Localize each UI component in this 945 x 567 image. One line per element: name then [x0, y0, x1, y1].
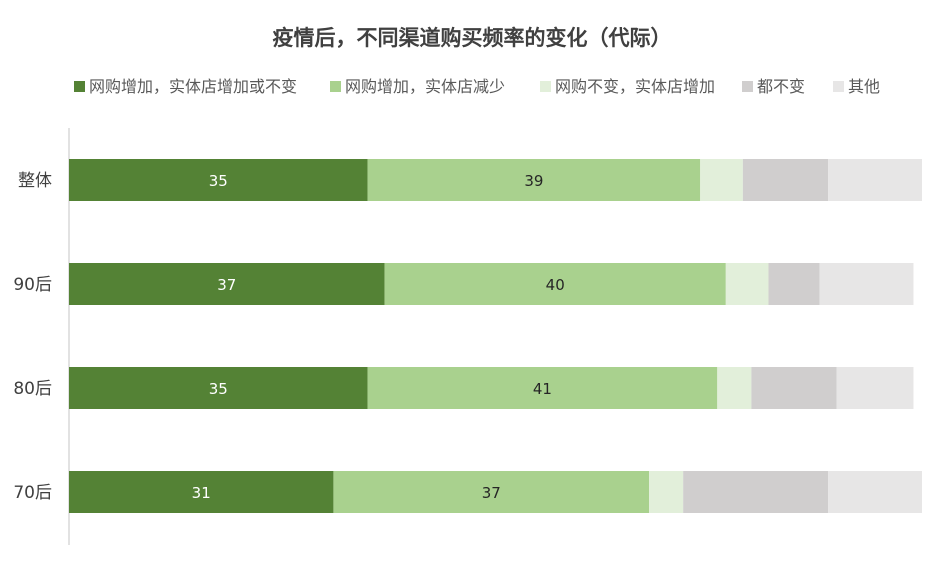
bar-segment	[828, 471, 922, 513]
bar-segment	[836, 367, 914, 409]
bar-segment	[384, 263, 726, 305]
legend: 网购增加，实体店增加或不变 网购增加，实体店减少 网购不变，实体店增加 都不变 其他	[74, 77, 880, 96]
bar-segment	[333, 471, 650, 513]
data-label: 35	[209, 172, 228, 190]
category-label: 70后	[13, 483, 52, 503]
category-labels: 整体 90后 80后 70后	[13, 171, 52, 503]
category-label: 80后	[13, 379, 52, 399]
data-label: 31	[192, 484, 211, 502]
legend-swatch	[74, 81, 85, 92]
bar-segment	[819, 263, 914, 305]
data-label: 35	[209, 380, 228, 398]
bar-segment	[367, 159, 701, 201]
bar-segment	[69, 263, 385, 305]
legend-swatch	[330, 81, 341, 92]
bar-segment	[367, 367, 718, 409]
legend-item: 网购增加，实体店减少	[330, 77, 505, 96]
legend-item: 都不变	[742, 77, 805, 96]
bar-segment	[768, 263, 820, 305]
legend-swatch	[540, 81, 551, 92]
bar-segment	[69, 367, 368, 409]
data-label: 40	[546, 276, 565, 294]
data-label: 39	[524, 172, 543, 190]
bar-segment	[828, 159, 922, 201]
legend-label: 网购增加，实体店增加或不变	[89, 77, 297, 96]
bar-segment	[69, 471, 334, 513]
legend-item: 网购不变，实体店增加	[540, 77, 715, 96]
bar-segment	[683, 471, 829, 513]
legend-label: 其他	[848, 77, 880, 96]
bar-segment	[725, 263, 769, 305]
category-label: 90后	[13, 275, 52, 295]
legend-label: 网购增加，实体店减少	[345, 77, 505, 96]
data-label: 41	[533, 380, 552, 398]
bars: 35 39 37 40 35 41 31 37	[69, 159, 922, 513]
bar-segment	[717, 367, 752, 409]
legend-item: 其他	[833, 77, 880, 96]
legend-item: 网购增加，实体店增加或不变	[74, 77, 297, 96]
bar-segment	[751, 367, 837, 409]
legend-swatch	[833, 81, 844, 92]
bar-segment	[742, 159, 829, 201]
legend-label: 都不变	[757, 77, 805, 96]
chart-title: 疫情后，不同渠道购买频率的变化（代际）	[273, 26, 672, 50]
data-label: 37	[217, 276, 236, 294]
data-label: 37	[482, 484, 501, 502]
category-label: 整体	[18, 171, 52, 191]
legend-swatch	[742, 81, 753, 92]
bar-segment	[649, 471, 684, 513]
bar-segment	[700, 159, 743, 201]
bar-segment	[69, 159, 368, 201]
legend-label: 网购不变，实体店增加	[555, 77, 715, 96]
